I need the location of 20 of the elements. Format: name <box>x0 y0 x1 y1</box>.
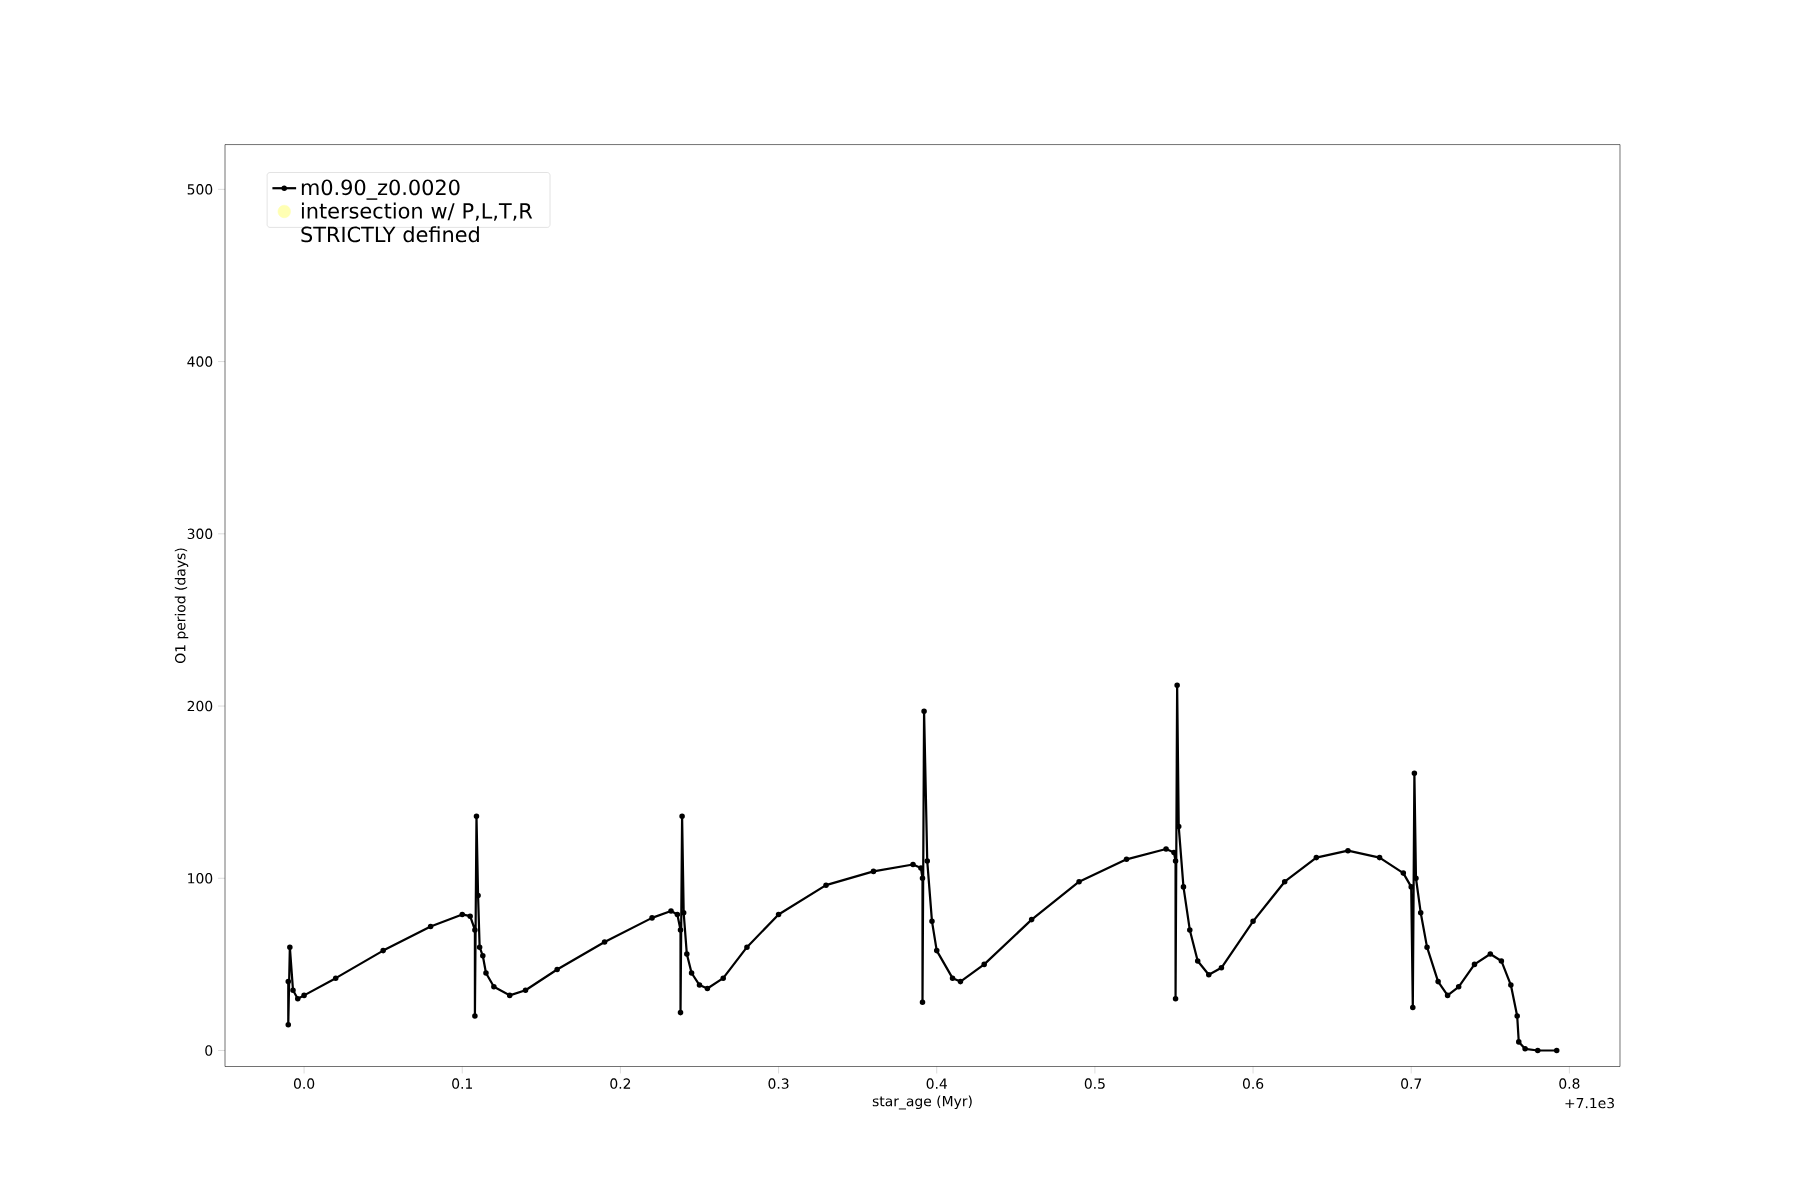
legend-label: m0.90_z0.0020 <box>301 179 460 200</box>
y-axis-title: O1 period (days) <box>174 548 189 663</box>
x-axis-title: star_age (Myr) <box>872 1095 972 1110</box>
x-tick-label: 0.1 <box>452 1078 473 1089</box>
y-tick-label: 100 <box>188 873 213 884</box>
y-tick-label: 300 <box>187 528 213 540</box>
legend-label: intersection w/ P,L,T,R STRICTLY defined <box>301 202 533 243</box>
y-tick-label: 500 <box>187 184 213 195</box>
x-tick-label: 0.8 <box>1559 1078 1580 1089</box>
x-tick-label: 0.3 <box>768 1078 789 1089</box>
x-tick-label: 0.2 <box>610 1078 631 1089</box>
text: +7.1e3 <box>1565 1097 1614 1109</box>
y-tick-label: 0 <box>205 1045 213 1056</box>
x-tick-label: 0.5 <box>1084 1078 1105 1089</box>
x-tick-label: 0.4 <box>926 1078 947 1089</box>
x-tick-label: 0.0 <box>293 1078 315 1089</box>
x-tick-label: 0.6 <box>1242 1078 1264 1089</box>
y-tick-label: 200 <box>187 700 213 712</box>
x-tick-label: 0.7 <box>1401 1078 1422 1089</box>
y-tick-label: 400 <box>187 356 213 367</box>
